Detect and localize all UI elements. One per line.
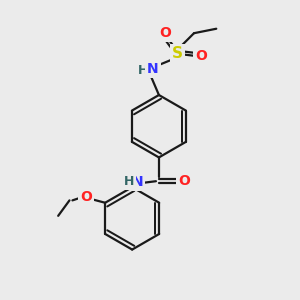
Text: O: O [159, 26, 171, 40]
Text: N: N [147, 61, 158, 76]
Text: H: H [124, 175, 134, 188]
Text: N: N [132, 175, 143, 189]
Text: O: O [195, 49, 207, 63]
Text: O: O [80, 190, 92, 204]
Text: S: S [172, 46, 183, 61]
Text: H: H [138, 64, 148, 76]
Text: O: O [178, 174, 190, 188]
